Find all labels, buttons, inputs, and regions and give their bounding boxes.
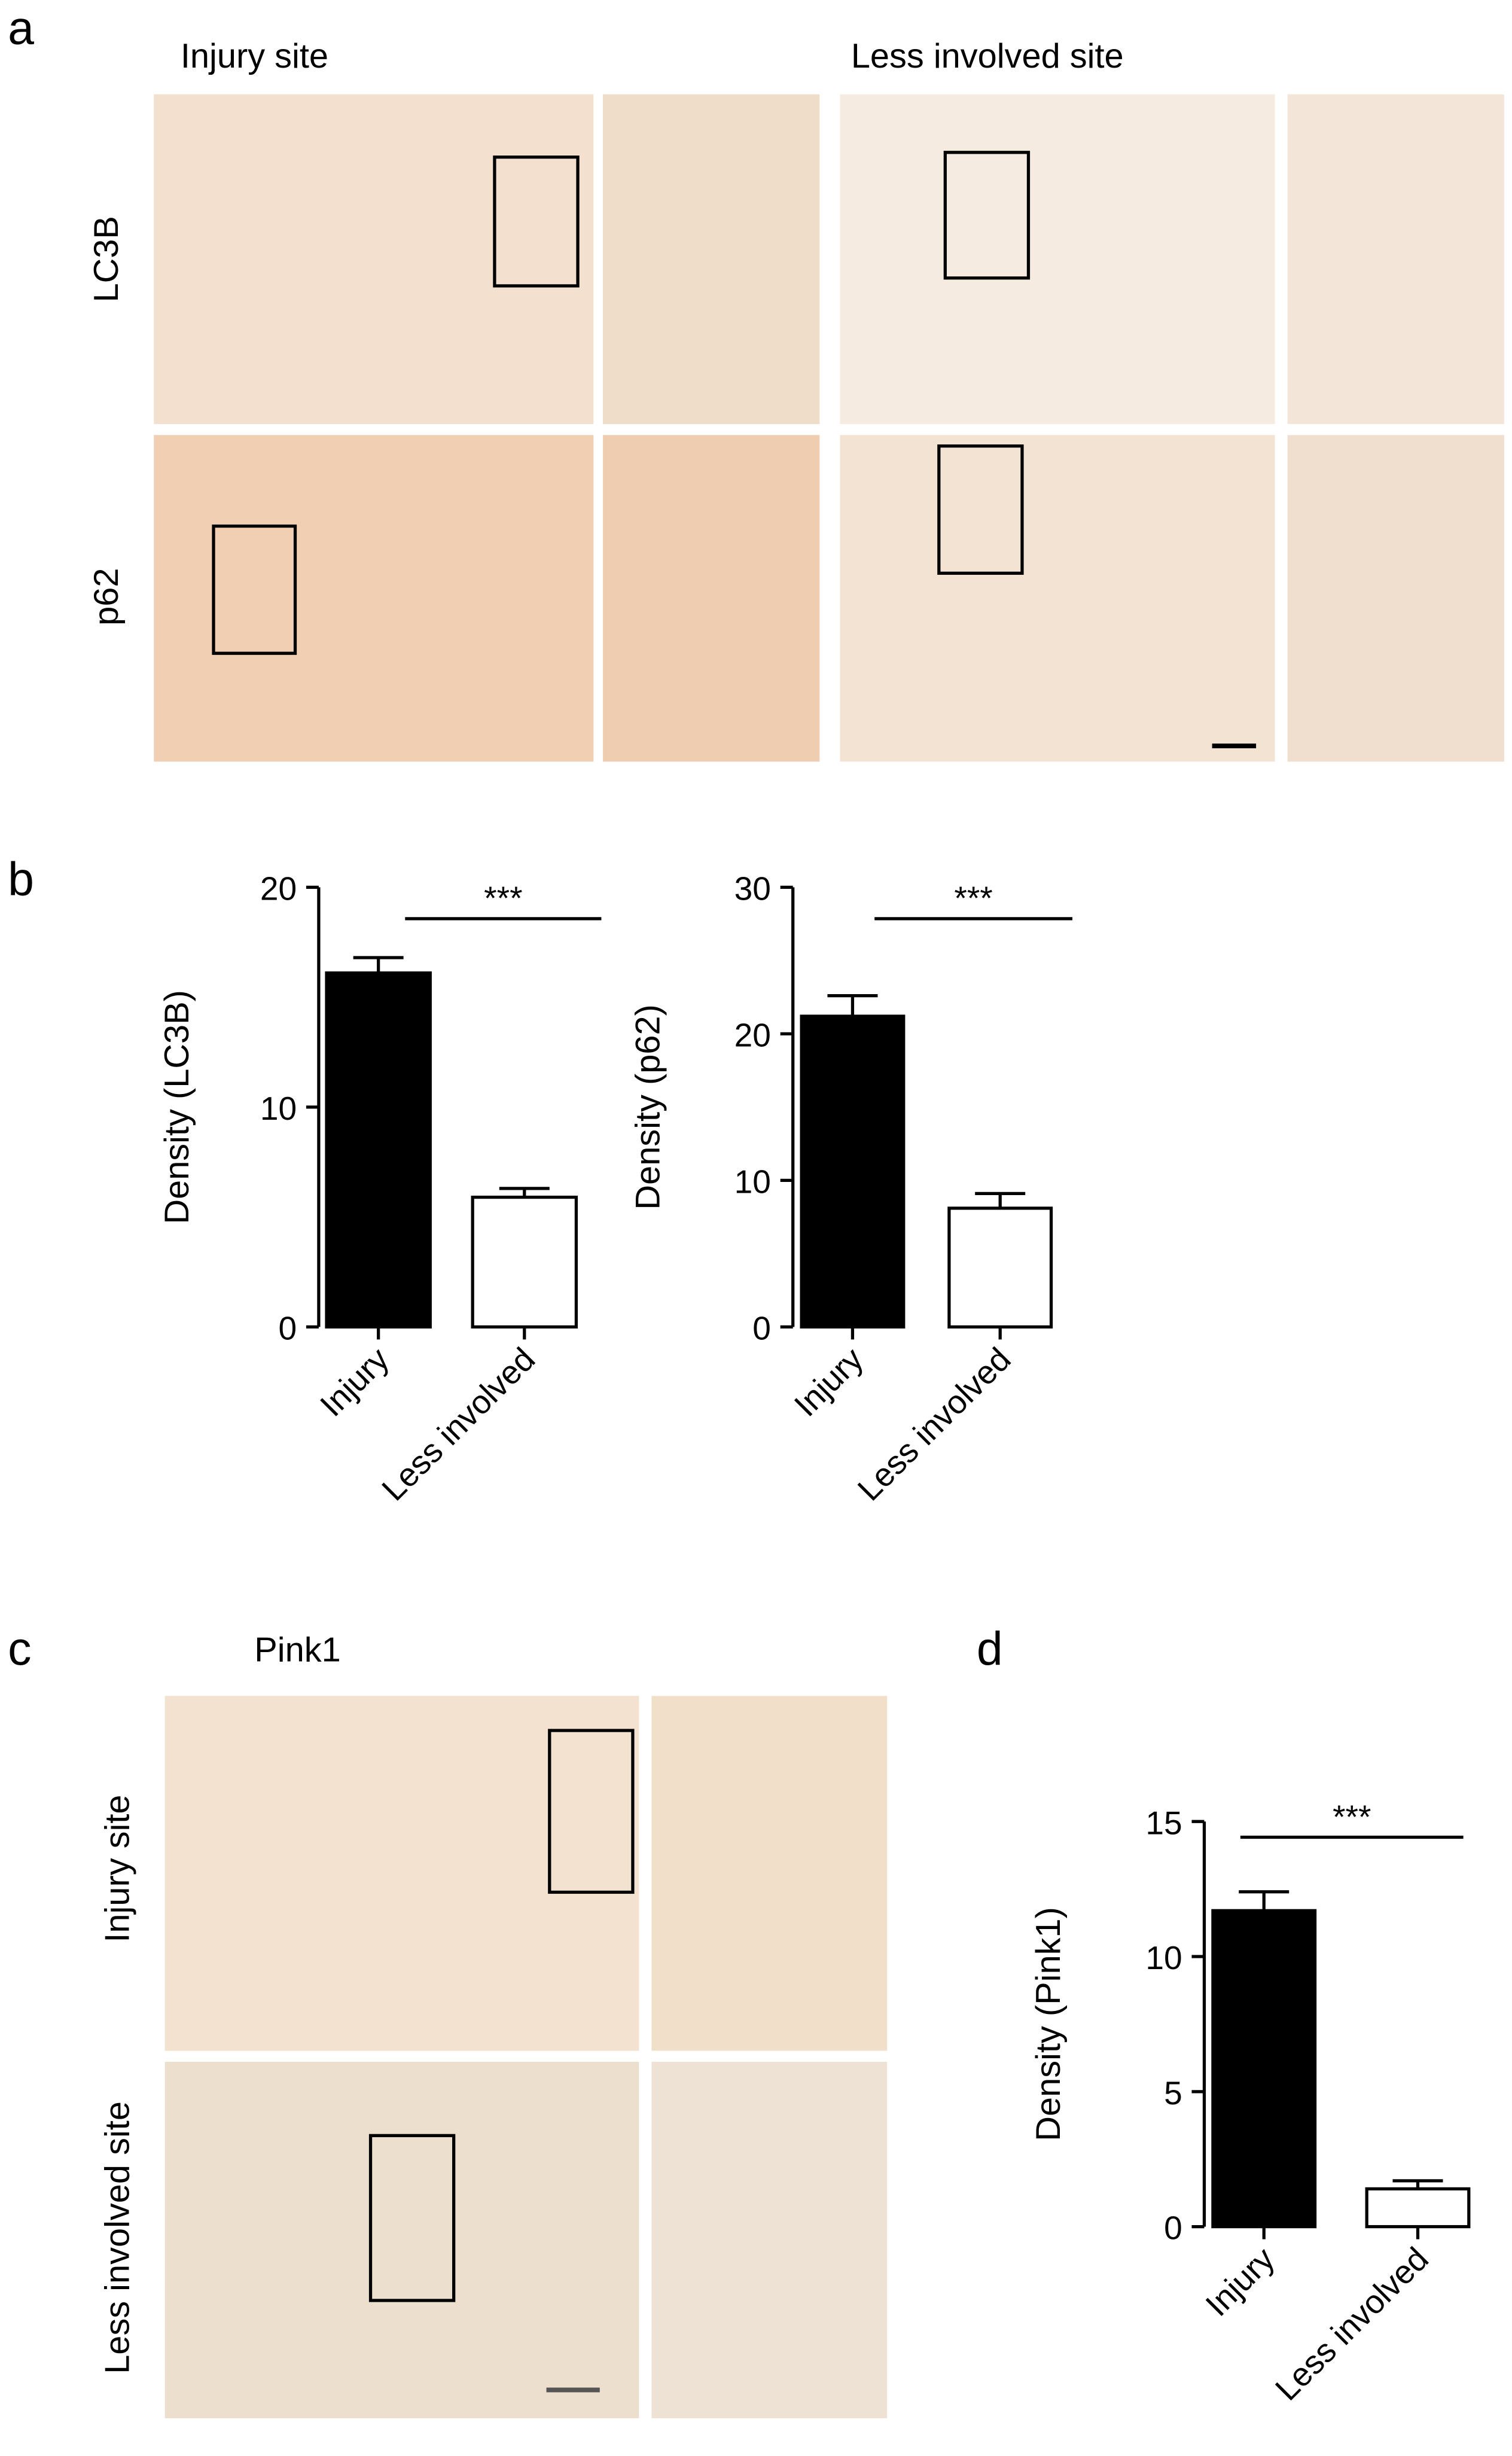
bar (947, 1206, 1053, 1329)
y-tick-label: 10 (1145, 1939, 1182, 1976)
row-label: Less involved site (98, 2101, 136, 2374)
significance-label: *** (484, 879, 522, 916)
bar (800, 1014, 906, 1329)
bar (471, 1195, 578, 1329)
y-tick-label: 20 (734, 1016, 771, 1053)
y-tick-label: 0 (752, 1309, 771, 1346)
panel-label: a (8, 2, 34, 54)
y-tick-label: 5 (1164, 2074, 1182, 2111)
significance-label: *** (954, 879, 992, 916)
column-label: Less involved site (851, 37, 1124, 75)
y-tick-label: 0 (278, 1309, 297, 1346)
column-label: Injury site (181, 37, 328, 75)
x-tick-label: Injury (787, 1340, 870, 1423)
row-label: LC3B (87, 216, 126, 302)
y-tick-label: 15 (1145, 1804, 1182, 1841)
row-label: p62 (87, 568, 126, 626)
x-tick-label: Injury (313, 1340, 396, 1423)
panel-label: d (977, 1622, 1003, 1675)
x-tick-label: Less involved (1268, 2240, 1435, 2408)
y-axis-label: Density (LC3B) (158, 990, 196, 1224)
x-tick-label: Less involved (374, 1340, 542, 1508)
micrographs-c (164, 1696, 888, 2418)
panel-label: c (8, 1622, 31, 1675)
y-tick-label: 20 (260, 870, 297, 907)
x-tick-label: Injury (1199, 2240, 1282, 2323)
y-tick-label: 30 (734, 870, 771, 907)
panel-title: Pink1 (254, 1631, 340, 1669)
y-axis-label: Density (p62) (629, 1004, 667, 1209)
bar (1211, 1909, 1317, 2229)
row-label: Injury site (98, 1794, 136, 1942)
bar (325, 971, 432, 1329)
y-axis-label: Density (Pink1) (1029, 1907, 1068, 2141)
bar (1365, 2187, 1471, 2229)
y-tick-label: 10 (260, 1090, 297, 1127)
significance-label: *** (1333, 1798, 1371, 1835)
y-tick-label: 0 (1164, 2210, 1182, 2247)
panel-label: b (8, 852, 34, 905)
micrographs-a (154, 94, 1504, 762)
x-tick-label: Less involved (850, 1340, 1018, 1508)
y-tick-label: 10 (734, 1163, 771, 1200)
